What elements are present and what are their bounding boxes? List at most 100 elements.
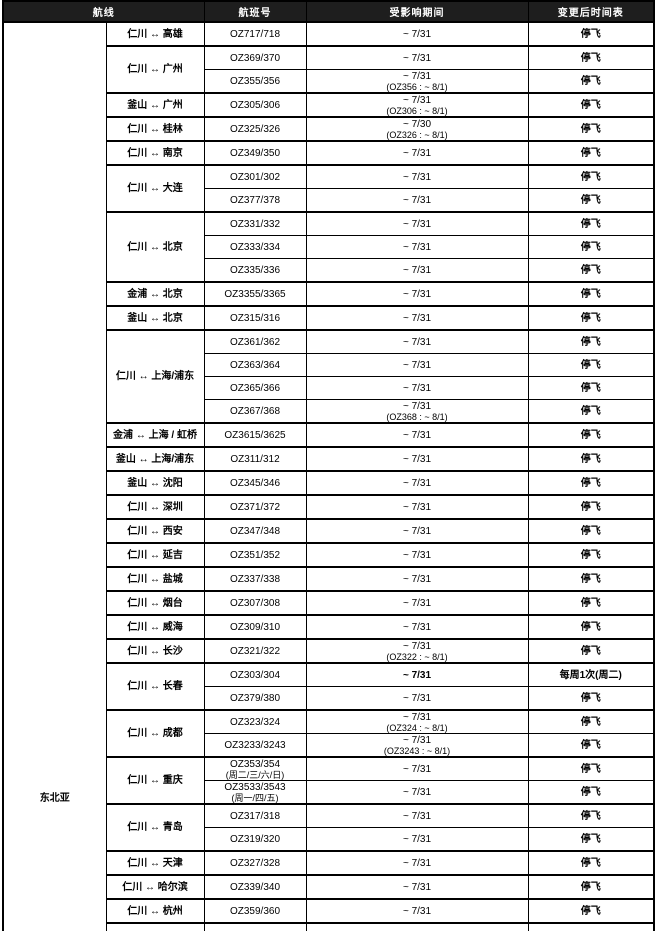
schedule-cell xyxy=(527,922,655,931)
route-cell: 仁川 ↔ 重庆 xyxy=(105,756,205,805)
flight-no-cell: OZ365/366 xyxy=(203,376,307,400)
table-row: 釜山 ↔ 广州 OZ305/306 ~ 7/31 (OZ306 : ~ 8/1) 停飞 xyxy=(3,92,655,118)
period-cell: ~ 7/31 xyxy=(305,446,529,472)
table-row: 仁川 ↔ 天津 OZ327/328 ~ 7/31 停飞 xyxy=(3,850,655,876)
table-row: 仁川 ↔ 哈尔滨 OZ339/340 ~ 7/31 停飞 xyxy=(3,874,655,900)
flight-no-cell: OZ353/354 (周二/三/六/日) xyxy=(203,756,307,781)
flight-no-cell: OZ301/302 xyxy=(203,164,307,189)
flight-no-cell: OZ327/328 xyxy=(203,850,307,876)
schedule-cell: 停飞 xyxy=(527,211,655,236)
period-cell: ~ 7/31 (OZ322 : ~ 8/1) xyxy=(305,638,529,664)
table-row: OZ355/356 ~ 7/31 (OZ356 : ~ 8/1) 停飞 xyxy=(3,69,655,94)
flight-no-cell: OZ337/338 xyxy=(203,566,307,592)
route-cell: 仁川 ↔ 青岛 xyxy=(105,803,205,852)
table-row: 仁川 ↔ 延吉 OZ351/352 ~ 7/31 停飞 xyxy=(3,542,655,568)
period-cell: ~ 7/31 xyxy=(305,803,529,828)
period-cell: ~ 7/31 xyxy=(305,305,529,331)
schedule-cell: 停飞 xyxy=(527,686,655,711)
period-cell: ~ 7/31 xyxy=(305,258,529,283)
schedule-cell: 停飞 xyxy=(527,446,655,472)
table-row: OZ333/334 ~ 7/31 停飞 xyxy=(3,235,655,259)
flight-no-cell: OZ315/316 xyxy=(203,305,307,331)
period-cell: ~ 7/31 xyxy=(305,281,529,307)
period-cell: ~ 7/31 xyxy=(305,542,529,568)
route-cell: 仁川 ↔ 天津 xyxy=(105,850,205,876)
period-cell: ~ 7/31 xyxy=(305,780,529,805)
schedule-cell: 停飞 xyxy=(527,638,655,664)
flight-no-cell: OZ319/320 xyxy=(203,827,307,852)
flight-no-cell: OZ325/326 xyxy=(203,116,307,142)
table-row: 仁川 ↔ 上海/浦东 OZ361/362 ~ 7/31 停飞 xyxy=(3,329,655,424)
table-row: 仁川 ↔ 重庆 OZ353/354 (周二/三/六/日) ~ 7/31 停飞 xyxy=(3,756,655,805)
schedule-cell: 停飞 xyxy=(527,898,655,924)
table-row: 仁川 ↔ 桂林 OZ325/326 ~ 7/30 (OZ326 : ~ 8/1) 停飞 xyxy=(3,116,655,142)
period-cell-subtext: (OZ356 : ~ 8/1) xyxy=(386,81,448,92)
flight-no-cell: OZ363/364 xyxy=(203,353,307,377)
table-row: 釜山 ↔ 沈阳 OZ345/346 ~ 7/31 停飞 xyxy=(3,470,655,496)
schedule-cell: 停飞 xyxy=(527,733,655,758)
schedule-cell: 停飞 xyxy=(527,116,655,142)
period-cell: ~ 7/31 xyxy=(305,614,529,640)
route-cell: 仁川 ↔ 南京 xyxy=(105,140,205,166)
table-row: 仁川 ↔ 北京 OZ331/332 ~ 7/31 停飞 xyxy=(3,211,655,283)
schedule-cell: 停飞 xyxy=(527,399,655,424)
period-cell: ~ 7/31 xyxy=(305,329,529,354)
schedule-cell: 停飞 xyxy=(527,235,655,259)
flight-no-cell xyxy=(203,922,307,931)
table-row: 仁川 ↔ 杭州 OZ359/360 ~ 7/31 停飞 xyxy=(3,898,655,924)
flight-no-cell: OZ377/378 xyxy=(203,188,307,213)
schedule-cell: 停飞 xyxy=(527,281,655,307)
schedule-cell: 停飞 xyxy=(527,329,655,354)
route-cell: 仁川 ↔ 威海 xyxy=(105,614,205,640)
route-cell: 釜山 ↔ 广州 xyxy=(105,92,205,118)
table-body: 东北亚 仁川 ↔ 高雄 OZ717/718 ~ 7/31 停飞 仁川 ↔ 广州 OZ369/… xyxy=(2,21,655,931)
period-cell: ~ 7/31 xyxy=(305,211,529,236)
schedule-cell: 停飞 xyxy=(527,305,655,331)
period-cell: ~ 7/31 xyxy=(305,422,529,448)
route-cell: 仁川 ↔ 上海/浦东 xyxy=(105,329,205,424)
period-cell: ~ 7/31 xyxy=(305,898,529,924)
route-cell: 仁川 ↔ 成都 xyxy=(105,709,205,758)
region-cell: 东北亚 xyxy=(2,21,107,931)
period-cell: ~ 7/31 (OZ368 : ~ 8/1) xyxy=(305,399,529,424)
period-cell-subtext: (OZ3243 : ~ 8/1) xyxy=(383,745,451,756)
schedule-cell: 停飞 xyxy=(527,188,655,213)
flight-no-cell: OZ369/370 xyxy=(203,45,307,70)
table-row: OZ3233/3243 ~ 7/31 (OZ3243 : ~ 8/1) 停飞 xyxy=(3,733,655,758)
route-cell: 仁川 ↔ 烟台 xyxy=(105,590,205,616)
period-cell-subtext: (OZ368 : ~ 8/1) xyxy=(386,411,448,422)
flight-no-cell: OZ717/718 xyxy=(203,21,307,47)
table-row: OZ3533/3543 (周一/四/五) ~ 7/31 停飞 xyxy=(3,780,655,805)
flight-no-cell: OZ347/348 xyxy=(203,518,307,544)
route-cell: 仁川 ↔ 杭州 xyxy=(105,898,205,924)
header-row: 航线 航班号 受影响期间 变更后时间表 xyxy=(2,0,655,23)
flight-no-cell: OZ307/308 xyxy=(203,590,307,616)
schedule-cell: 停飞 xyxy=(527,709,655,734)
flight-no-cell: OZ321/322 xyxy=(203,638,307,664)
flight-no-cell: OZ379/380 xyxy=(203,686,307,711)
period-cell: ~ 7/31 xyxy=(305,827,529,852)
route-cell: 仁川 ↔ 哈尔滨 xyxy=(105,874,205,900)
period-cell-subtext: (OZ326 : ~ 8/1) xyxy=(386,129,448,140)
schedule-cell: 停飞 xyxy=(527,69,655,94)
period-cell: ~ 7/31 xyxy=(305,686,529,711)
schedule-cell: 停飞 xyxy=(527,803,655,828)
route-cell: 仁川 ↔ 延吉 xyxy=(105,542,205,568)
table-row: 金浦 ↔ 上海 / 虹桥 OZ3615/3625 ~ 7/31 停飞 xyxy=(3,422,655,448)
flight-no-cell: OZ355/356 xyxy=(203,69,307,94)
route-cell: 仁川 ↔ 长沙 xyxy=(105,638,205,664)
period-cell: ~ 7/31 xyxy=(305,494,529,520)
flight-no-cell-subtext: (周一/四/五) xyxy=(231,792,279,803)
flight-no-cell: OZ323/324 xyxy=(203,709,307,734)
region-label: 东北亚 xyxy=(39,793,70,804)
period-cell: ~ 7/31 xyxy=(305,470,529,496)
schedule-cell: 停飞 xyxy=(527,164,655,189)
schedule-cell: 停飞 xyxy=(527,542,655,568)
schedule-cell: 停飞 xyxy=(527,590,655,616)
flight-no-cell: OZ367/368 xyxy=(203,399,307,424)
table-row: 金浦 ↔ 北京 OZ3355/3365 ~ 7/31 停飞 xyxy=(3,281,655,307)
table-row: 釜山 ↔ 北京 OZ315/316 ~ 7/31 停飞 xyxy=(3,305,655,331)
flight-no-cell: OZ3233/3243 xyxy=(203,733,307,758)
